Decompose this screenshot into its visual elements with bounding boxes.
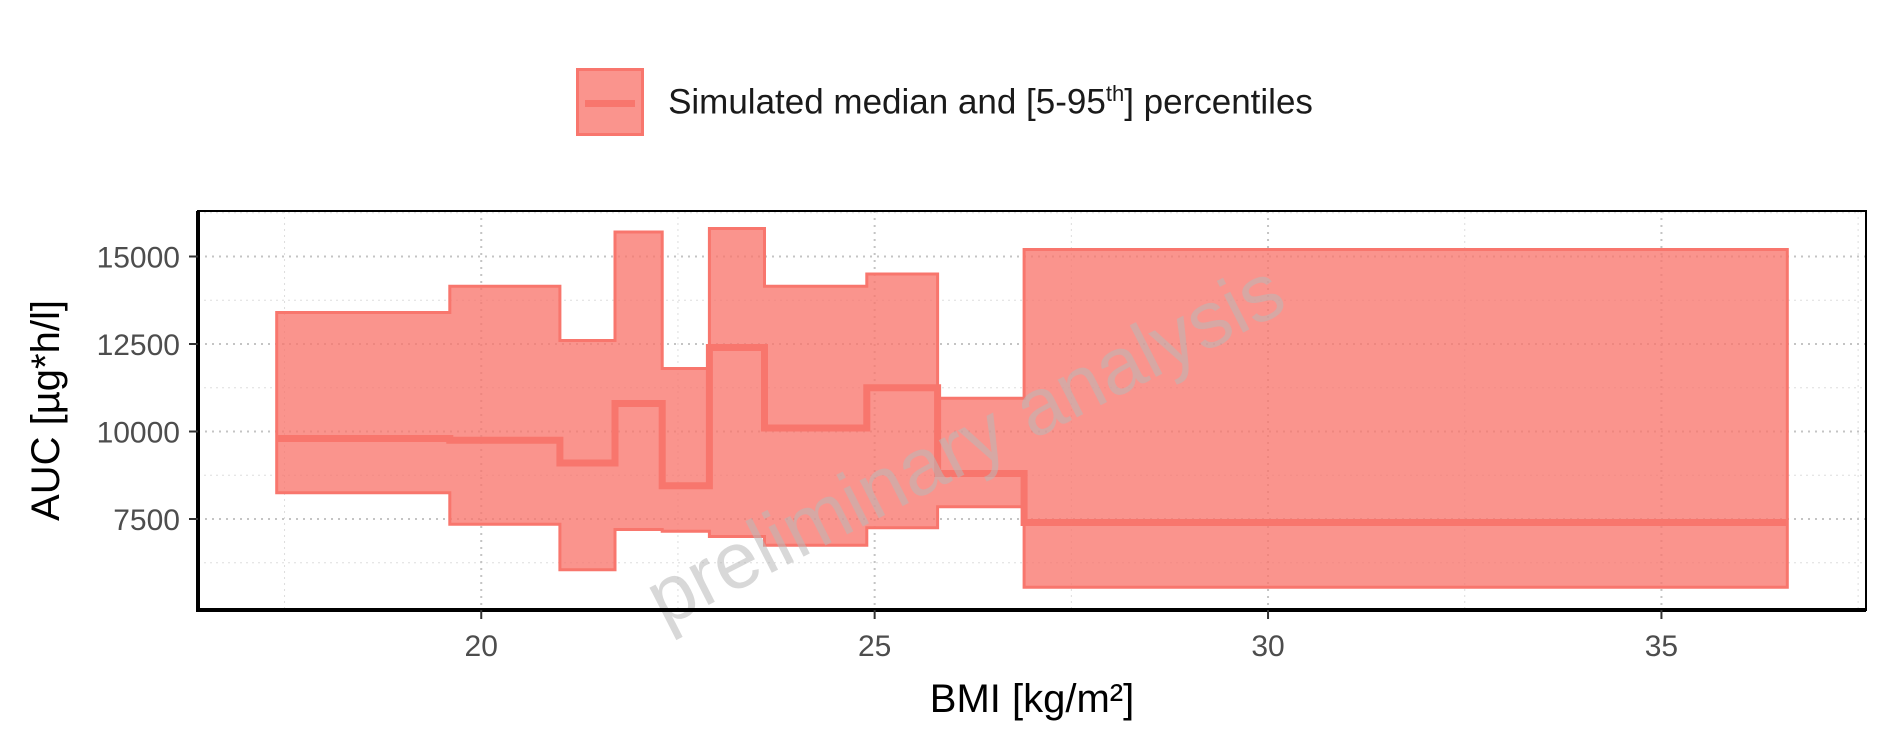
percentile-band [275, 227, 1789, 589]
legend-label: Simulated median and [5-95th] percentile… [668, 81, 1313, 123]
x-tick-label: 30 [1251, 630, 1284, 663]
y-tick-label: 12500 [97, 329, 180, 362]
legend-key [576, 68, 645, 136]
y-tick-label: 10000 [97, 417, 180, 450]
x-axis-ticks: 20 25 30 35 [465, 610, 1678, 663]
x-tick-label: 35 [1645, 630, 1678, 663]
median-line-group [276, 344, 1788, 526]
legend-label-sup: th [1105, 81, 1125, 107]
legend: Simulated median and [5-95th] percentile… [0, 62, 1889, 142]
legend-key-median-line [585, 100, 636, 107]
y-axis-title: AUC [µg*h/l] [24, 300, 68, 521]
median-line [276, 344, 1788, 526]
y-tick-label: 7500 [113, 504, 180, 537]
y-tick-label: 15000 [97, 242, 180, 275]
legend-label-suffix: ] percentiles [1124, 82, 1313, 122]
x-axis-title: BMI [kg/m²] [930, 677, 1134, 721]
y-axis-ticks: 7500 10000 12500 15000 [97, 242, 198, 537]
legend-label-prefix: Simulated median and [5-95 [668, 82, 1106, 122]
percentile-band-area [275, 227, 1789, 589]
x-tick-label: 25 [858, 630, 891, 663]
x-tick-label: 20 [465, 630, 498, 663]
